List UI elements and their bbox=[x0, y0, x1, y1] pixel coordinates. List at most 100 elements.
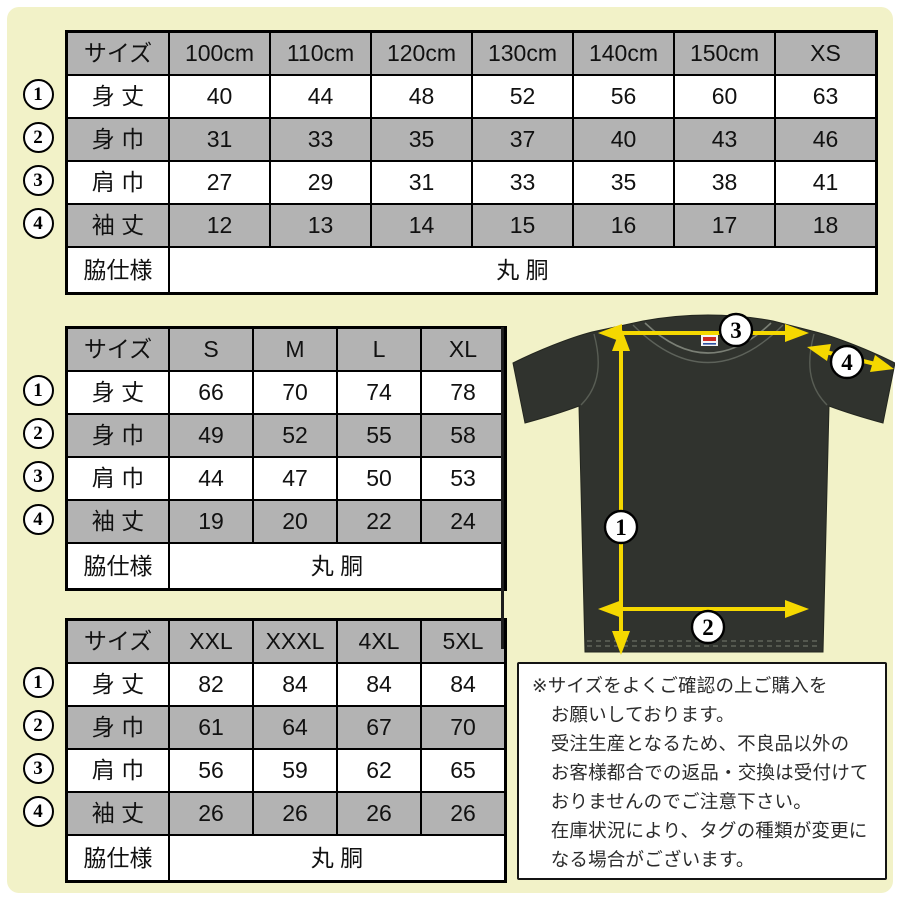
collar-seam bbox=[632, 324, 784, 364]
note-line: なる場合がございます。 bbox=[532, 849, 755, 870]
measure-value: 58 bbox=[420, 413, 507, 458]
diagram-marker-3: 3 bbox=[718, 312, 754, 348]
measure-label: 袖 丈 bbox=[65, 203, 170, 248]
circled-number-marker: 4 bbox=[22, 208, 54, 239]
measure-label: 身 丈 bbox=[65, 662, 170, 707]
measure-value: 26 bbox=[336, 791, 422, 836]
size-column-header: 120cm bbox=[370, 30, 473, 76]
measure-value: 55 bbox=[336, 413, 422, 458]
tshirt-diagram: 3 4 1 2 bbox=[512, 312, 895, 655]
measure-label: 身 丈 bbox=[65, 370, 170, 415]
right-sleeve-seam bbox=[809, 333, 828, 406]
diagram-markers: 3 4 1 2 bbox=[603, 312, 865, 645]
measure-row: 袖 丈 12 13 14 15 16 17 18 bbox=[65, 203, 878, 248]
measure-value: 40 bbox=[168, 74, 271, 119]
measure-value: 31 bbox=[168, 117, 271, 162]
measure-value: 26 bbox=[168, 791, 254, 836]
measure-value: 44 bbox=[269, 74, 372, 119]
measure-label: 袖 丈 bbox=[65, 791, 170, 836]
measure-row: 肩 巾 27 29 31 33 35 38 41 bbox=[65, 160, 878, 205]
size-table-big: サイズ XXL XXXL 4XL 5XL 身 丈 82 84 84 84 身 巾 61 64 67 70 肩 … bbox=[65, 618, 507, 883]
circled-number-marker: 1 bbox=[22, 375, 54, 406]
size-corner-header: サイズ bbox=[65, 618, 170, 664]
measure-value: 33 bbox=[269, 117, 372, 162]
svg-text:4: 4 bbox=[841, 350, 853, 375]
spec-row: 脇仕様丸 胴 bbox=[65, 246, 878, 295]
measure-value: 31 bbox=[370, 160, 473, 205]
measure-value: 26 bbox=[420, 791, 507, 836]
circled-number-marker: 2 bbox=[22, 710, 54, 741]
diagram-marker-2: 2 bbox=[690, 609, 726, 645]
measure-row: 身 丈 40 44 48 52 56 60 63 bbox=[65, 74, 878, 119]
svg-text:1: 1 bbox=[615, 515, 627, 540]
measure-value: 48 bbox=[370, 74, 473, 119]
spec-value: 丸 胴 bbox=[168, 834, 507, 883]
measure-row: 身 巾 61 64 67 70 bbox=[65, 705, 507, 750]
measure-value: 64 bbox=[252, 705, 338, 750]
measure-row: 身 巾 49 52 55 58 bbox=[65, 413, 507, 458]
spec-row: 脇仕様丸 胴 bbox=[65, 542, 507, 591]
header-row: サイズ S M L XL bbox=[65, 326, 507, 372]
measure-value: 60 bbox=[673, 74, 776, 119]
measure-value: 59 bbox=[252, 748, 338, 793]
row-markers-big: 1 2 3 4 bbox=[22, 667, 54, 839]
svg-text:2: 2 bbox=[702, 615, 714, 640]
measure-value: 78 bbox=[420, 370, 507, 415]
measure-value: 17 bbox=[673, 203, 776, 248]
measure-value: 35 bbox=[370, 117, 473, 162]
size-column-header: 140cm bbox=[572, 30, 675, 76]
measure-value: 37 bbox=[471, 117, 574, 162]
note-line: ※サイズをよくご確認の上ご購入を bbox=[532, 675, 828, 696]
measure-value: 67 bbox=[336, 705, 422, 750]
size-column-header: 110cm bbox=[269, 30, 372, 76]
measure-value: 24 bbox=[420, 499, 507, 544]
size-column-header: XS bbox=[774, 30, 878, 76]
size-corner-header: サイズ bbox=[65, 326, 170, 372]
circled-number-marker: 2 bbox=[22, 418, 54, 449]
measure-label: 肩 巾 bbox=[65, 748, 170, 793]
measure-value: 47 bbox=[252, 456, 338, 501]
measure-value: 20 bbox=[252, 499, 338, 544]
size-column-header: 100cm bbox=[168, 30, 271, 76]
measure-value: 27 bbox=[168, 160, 271, 205]
measure-label: 身 巾 bbox=[65, 117, 170, 162]
measure-label: 袖 丈 bbox=[65, 499, 170, 544]
measure-value: 53 bbox=[420, 456, 507, 501]
spec-value: 丸 胴 bbox=[168, 542, 507, 591]
size-column-header: 130cm bbox=[471, 30, 574, 76]
measure-arrows bbox=[598, 324, 894, 655]
measure-label: 身 丈 bbox=[65, 74, 170, 119]
circled-number-marker: 4 bbox=[22, 504, 54, 535]
circled-number-marker: 4 bbox=[22, 796, 54, 827]
circled-number-marker: 3 bbox=[22, 753, 54, 784]
measure-label: 身 巾 bbox=[65, 413, 170, 458]
circled-number-marker: 1 bbox=[22, 667, 54, 698]
circled-number-marker: 3 bbox=[22, 165, 54, 196]
neck-tag bbox=[701, 335, 718, 346]
size-table-kids: サイズ 100cm 110cm 120cm 130cm 140cm 150cm XS 身 丈 40… bbox=[65, 30, 878, 295]
measure-value: 19 bbox=[168, 499, 254, 544]
spec-value: 丸 胴 bbox=[168, 246, 878, 295]
measure-label: 身 巾 bbox=[65, 705, 170, 750]
measure-label: 肩 巾 bbox=[65, 160, 170, 205]
size-column-header: 5XL bbox=[420, 618, 507, 664]
size-column-header: XXXL bbox=[252, 618, 338, 664]
measure-value: 52 bbox=[471, 74, 574, 119]
diagram-marker-1: 1 bbox=[603, 509, 639, 545]
measure-value: 50 bbox=[336, 456, 422, 501]
measure-value: 62 bbox=[336, 748, 422, 793]
measure-value: 13 bbox=[269, 203, 372, 248]
measure-row: 袖 丈 19 20 22 24 bbox=[65, 499, 507, 544]
note-line: お客様都合での返品・交換は受付けて bbox=[532, 762, 869, 783]
measure-value: 35 bbox=[572, 160, 675, 205]
measure-row: 身 丈 66 70 74 78 bbox=[65, 370, 507, 415]
diagram-marker-4: 4 bbox=[829, 344, 865, 380]
row-markers-adult: 1 2 3 4 bbox=[22, 375, 54, 547]
size-column-header: M bbox=[252, 326, 338, 372]
measure-value: 33 bbox=[471, 160, 574, 205]
measure-value: 22 bbox=[336, 499, 422, 544]
measure-value: 84 bbox=[420, 662, 507, 707]
measure-value: 56 bbox=[168, 748, 254, 793]
measure-value: 43 bbox=[673, 117, 776, 162]
spec-label: 脇仕様 bbox=[65, 542, 170, 591]
